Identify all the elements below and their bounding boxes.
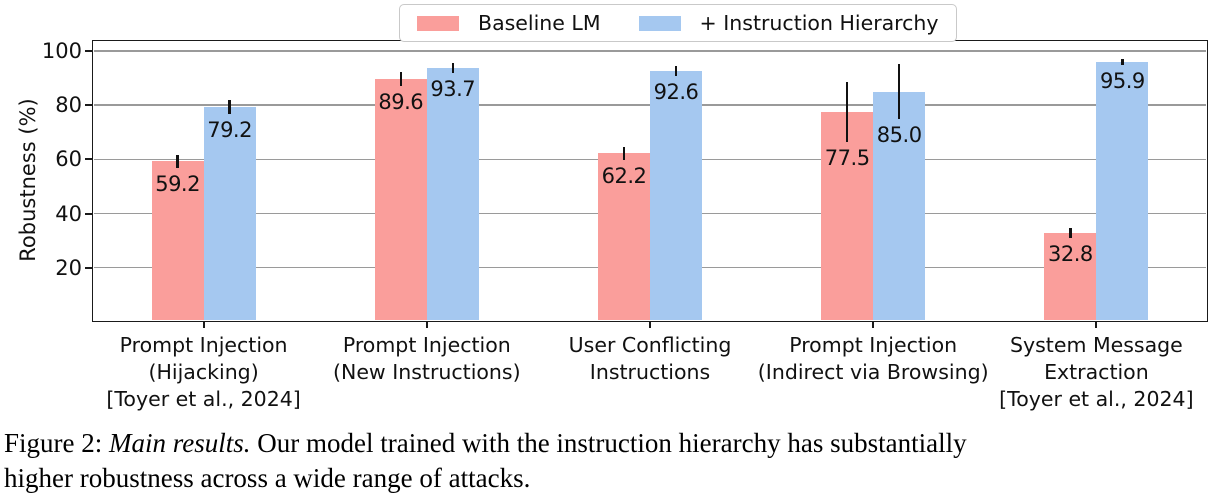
legend-item-baseline: Baseline LM (417, 11, 601, 35)
y-tick-label-80: 80 (55, 93, 82, 118)
legend-label-instruction-hierarchy: + Instruction Hierarchy (699, 11, 939, 35)
caption-italic-text: Main results. (109, 428, 258, 458)
legend-swatch-baseline (417, 15, 459, 31)
bar-baseline-0 (151, 161, 204, 321)
error-bar-ih-4 (1121, 58, 1124, 66)
y-tick-20 (85, 266, 92, 269)
error-bar-baseline-3 (845, 82, 849, 142)
bar-value-ih-1: 93.7 (430, 77, 476, 102)
bar-value-baseline-1: 89.6 (378, 89, 424, 114)
y-tick-label-20: 20 (55, 255, 82, 280)
x-category-label-2: User Conflicting Instructions (568, 333, 732, 384)
y-tick-label-60: 60 (55, 147, 82, 172)
bar-value-baseline-3: 77.5 (824, 145, 870, 170)
error-bar-baseline-2 (622, 146, 626, 160)
x-tick-3 (872, 322, 875, 328)
bar-baseline-2 (598, 153, 650, 321)
x-category-label-3: Prompt Injection (Indirect via Browsing) (757, 333, 989, 384)
bar-baseline-1 (374, 79, 427, 321)
legend: Baseline LM + Instruction Hierarchy (399, 4, 957, 42)
bar-ih-2 (650, 70, 702, 321)
y-tick-label-40: 40 (55, 201, 82, 226)
gridline-80 (93, 104, 1207, 106)
bar-ih-3 (873, 91, 926, 321)
error-bar-baseline-1 (399, 72, 403, 86)
bar-value-ih-0: 79.2 (207, 118, 252, 143)
y-tick-60 (85, 158, 92, 161)
bar-value-baseline-0: 59.2 (155, 172, 200, 197)
caption-text: higher robustness across a wide range of… (4, 463, 531, 493)
x-category-label-0: Prompt Injection (Hijacking) [Toyer et a… (106, 333, 301, 411)
x-tick-1 (425, 322, 428, 328)
error-bar-ih-0 (228, 100, 231, 114)
bar-value-ih-2: 92.6 (653, 79, 699, 104)
x-tick-4 (1095, 322, 1098, 328)
y-tick-40 (85, 212, 92, 215)
caption-text: Our model trained with the instruction h… (257, 428, 967, 458)
y-tick-80 (85, 104, 92, 107)
error-bar-ih-2 (674, 66, 678, 76)
legend-label-baseline: Baseline LM (478, 11, 601, 35)
x-category-label-1: Prompt Injection (New Instructions) (332, 333, 521, 384)
bar-ih-1 (426, 67, 479, 321)
error-bar-ih-1 (451, 62, 455, 74)
bar-value-ih-4: 95.9 (1100, 69, 1145, 94)
bar-value-ih-3: 85.0 (876, 122, 922, 147)
caption-line-1: Figure 2: Main results. Our model traine… (4, 426, 1217, 461)
y-axis-title: Robustness (%) (16, 98, 40, 262)
bar-value-baseline-4: 32.8 (1048, 242, 1093, 267)
bar-ih-0 (203, 107, 256, 321)
bar-ih-4 (1096, 61, 1149, 321)
error-bar-baseline-4 (1069, 227, 1072, 239)
bar-chart: 20 40 60 80 100 59.2 89.6 62.2 77.5 32.8 79.2 93.7 9… (16, 4, 1208, 411)
x-tick-0 (202, 322, 205, 328)
error-bar-baseline-0 (176, 154, 179, 169)
bar-value-baseline-2: 62.2 (601, 163, 647, 188)
y-tick-100 (85, 49, 92, 52)
y-tick-label-100: 100 (41, 38, 82, 63)
bar-baseline-3 (821, 111, 874, 321)
bar-baseline-4 (1044, 233, 1097, 321)
caption-line-2: higher robustness across a wide range of… (4, 461, 1217, 496)
error-bar-ih-3 (897, 64, 901, 119)
x-tick-2 (649, 322, 651, 328)
legend-item-instruction-hierarchy: + Instruction Hierarchy (638, 11, 939, 35)
legend-swatch-instruction-hierarchy (638, 15, 681, 31)
x-category-label-4: System Message Extraction [Toyer et al.,… (999, 333, 1194, 411)
caption-text: Figure 2: (4, 428, 109, 458)
gridline-100 (93, 50, 1207, 52)
figure-caption: Figure 2: Main results. Our model traine… (4, 426, 1217, 496)
